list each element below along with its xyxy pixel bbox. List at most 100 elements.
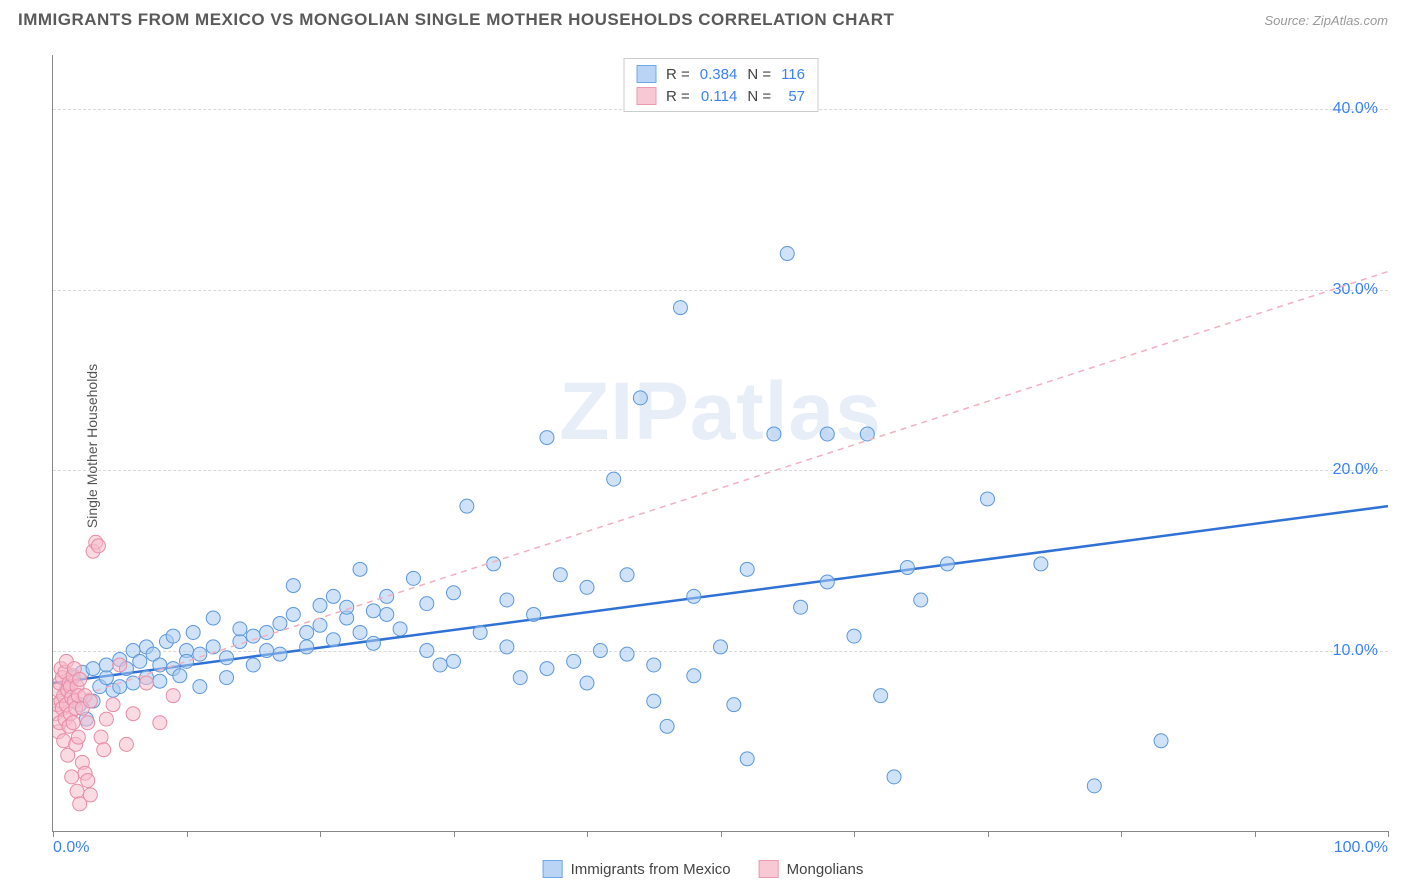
- data-point: [1087, 779, 1101, 793]
- x-tick: [721, 831, 722, 837]
- data-point: [593, 644, 607, 658]
- data-point: [447, 654, 461, 668]
- data-point: [220, 651, 234, 665]
- data-point: [233, 622, 247, 636]
- data-point: [206, 611, 220, 625]
- legend-swatch: [636, 87, 656, 105]
- data-point: [81, 716, 95, 730]
- data-point: [673, 301, 687, 315]
- data-point: [540, 431, 554, 445]
- data-point: [633, 391, 647, 405]
- data-point: [286, 607, 300, 621]
- data-point: [173, 669, 187, 683]
- data-point: [300, 625, 314, 639]
- data-point: [126, 676, 140, 690]
- data-point: [353, 562, 367, 576]
- data-point: [780, 247, 794, 261]
- data-point: [133, 654, 147, 668]
- data-point: [433, 658, 447, 672]
- data-point: [260, 644, 274, 658]
- data-point: [460, 499, 474, 513]
- data-point: [286, 579, 300, 593]
- data-point: [83, 694, 97, 708]
- series-legend: Immigrants from MexicoMongolians: [543, 860, 864, 878]
- data-point: [166, 689, 180, 703]
- x-tick: [1121, 831, 1122, 837]
- data-point: [940, 557, 954, 571]
- data-point: [714, 640, 728, 654]
- legend-n-label: N =: [747, 88, 771, 105]
- data-point: [887, 770, 901, 784]
- data-point: [139, 676, 153, 690]
- data-point: [166, 629, 180, 643]
- data-point: [553, 568, 567, 582]
- x-tick: [1388, 831, 1389, 837]
- trend-line: [53, 506, 1388, 683]
- data-point: [500, 640, 514, 654]
- data-point: [620, 647, 634, 661]
- legend-n-value: 116: [781, 66, 805, 83]
- data-point: [420, 644, 434, 658]
- data-point: [99, 712, 113, 726]
- data-point: [119, 737, 133, 751]
- data-point: [914, 593, 928, 607]
- data-point: [91, 539, 105, 553]
- data-point: [99, 671, 113, 685]
- legend-r-value: 0.114: [700, 88, 738, 105]
- data-point: [981, 492, 995, 506]
- data-point: [874, 689, 888, 703]
- data-point: [366, 636, 380, 650]
- data-point: [1034, 557, 1048, 571]
- data-point: [727, 698, 741, 712]
- data-point: [847, 629, 861, 643]
- data-point: [99, 658, 113, 672]
- data-point: [393, 622, 407, 636]
- correlation-legend: R =0.384N =116R =0.114N =57: [623, 58, 818, 112]
- data-point: [794, 600, 808, 614]
- legend-r-label: R =: [666, 66, 690, 83]
- scatter-plot-area: ZIPatlas R =0.384N =116R =0.114N =57 10.…: [52, 55, 1388, 832]
- data-point: [273, 647, 287, 661]
- data-point: [620, 568, 634, 582]
- data-point: [406, 571, 420, 585]
- legend-r-label: R =: [666, 88, 690, 105]
- x-tick: [854, 831, 855, 837]
- data-point: [206, 640, 220, 654]
- data-point: [97, 743, 111, 757]
- data-point: [660, 719, 674, 733]
- chart-title: IMMIGRANTS FROM MEXICO VS MONGOLIAN SING…: [18, 10, 894, 30]
- data-point: [94, 730, 108, 744]
- data-point: [513, 671, 527, 685]
- data-point: [246, 658, 260, 672]
- data-point: [647, 694, 661, 708]
- legend-n-label: N =: [747, 66, 771, 83]
- data-point: [687, 669, 701, 683]
- data-point: [580, 580, 594, 594]
- data-point: [180, 654, 194, 668]
- data-point: [83, 788, 97, 802]
- data-point: [567, 654, 581, 668]
- data-point: [313, 598, 327, 612]
- data-point: [246, 629, 260, 643]
- data-point: [273, 616, 287, 630]
- data-point: [193, 680, 207, 694]
- data-point: [540, 662, 554, 676]
- data-point: [300, 640, 314, 654]
- data-point: [500, 593, 514, 607]
- legend-item: Immigrants from Mexico: [543, 860, 731, 878]
- legend-label: Immigrants from Mexico: [571, 861, 731, 878]
- data-point: [186, 625, 200, 639]
- data-point: [113, 658, 127, 672]
- x-tick: [587, 831, 588, 837]
- data-point: [767, 427, 781, 441]
- data-point: [353, 625, 367, 639]
- data-point: [487, 557, 501, 571]
- x-tick: [320, 831, 321, 837]
- data-point: [65, 770, 79, 784]
- data-point: [647, 658, 661, 672]
- data-point: [900, 561, 914, 575]
- x-tick-label: 100.0%: [1334, 839, 1388, 857]
- data-point: [153, 716, 167, 730]
- data-point: [326, 633, 340, 647]
- data-point: [820, 575, 834, 589]
